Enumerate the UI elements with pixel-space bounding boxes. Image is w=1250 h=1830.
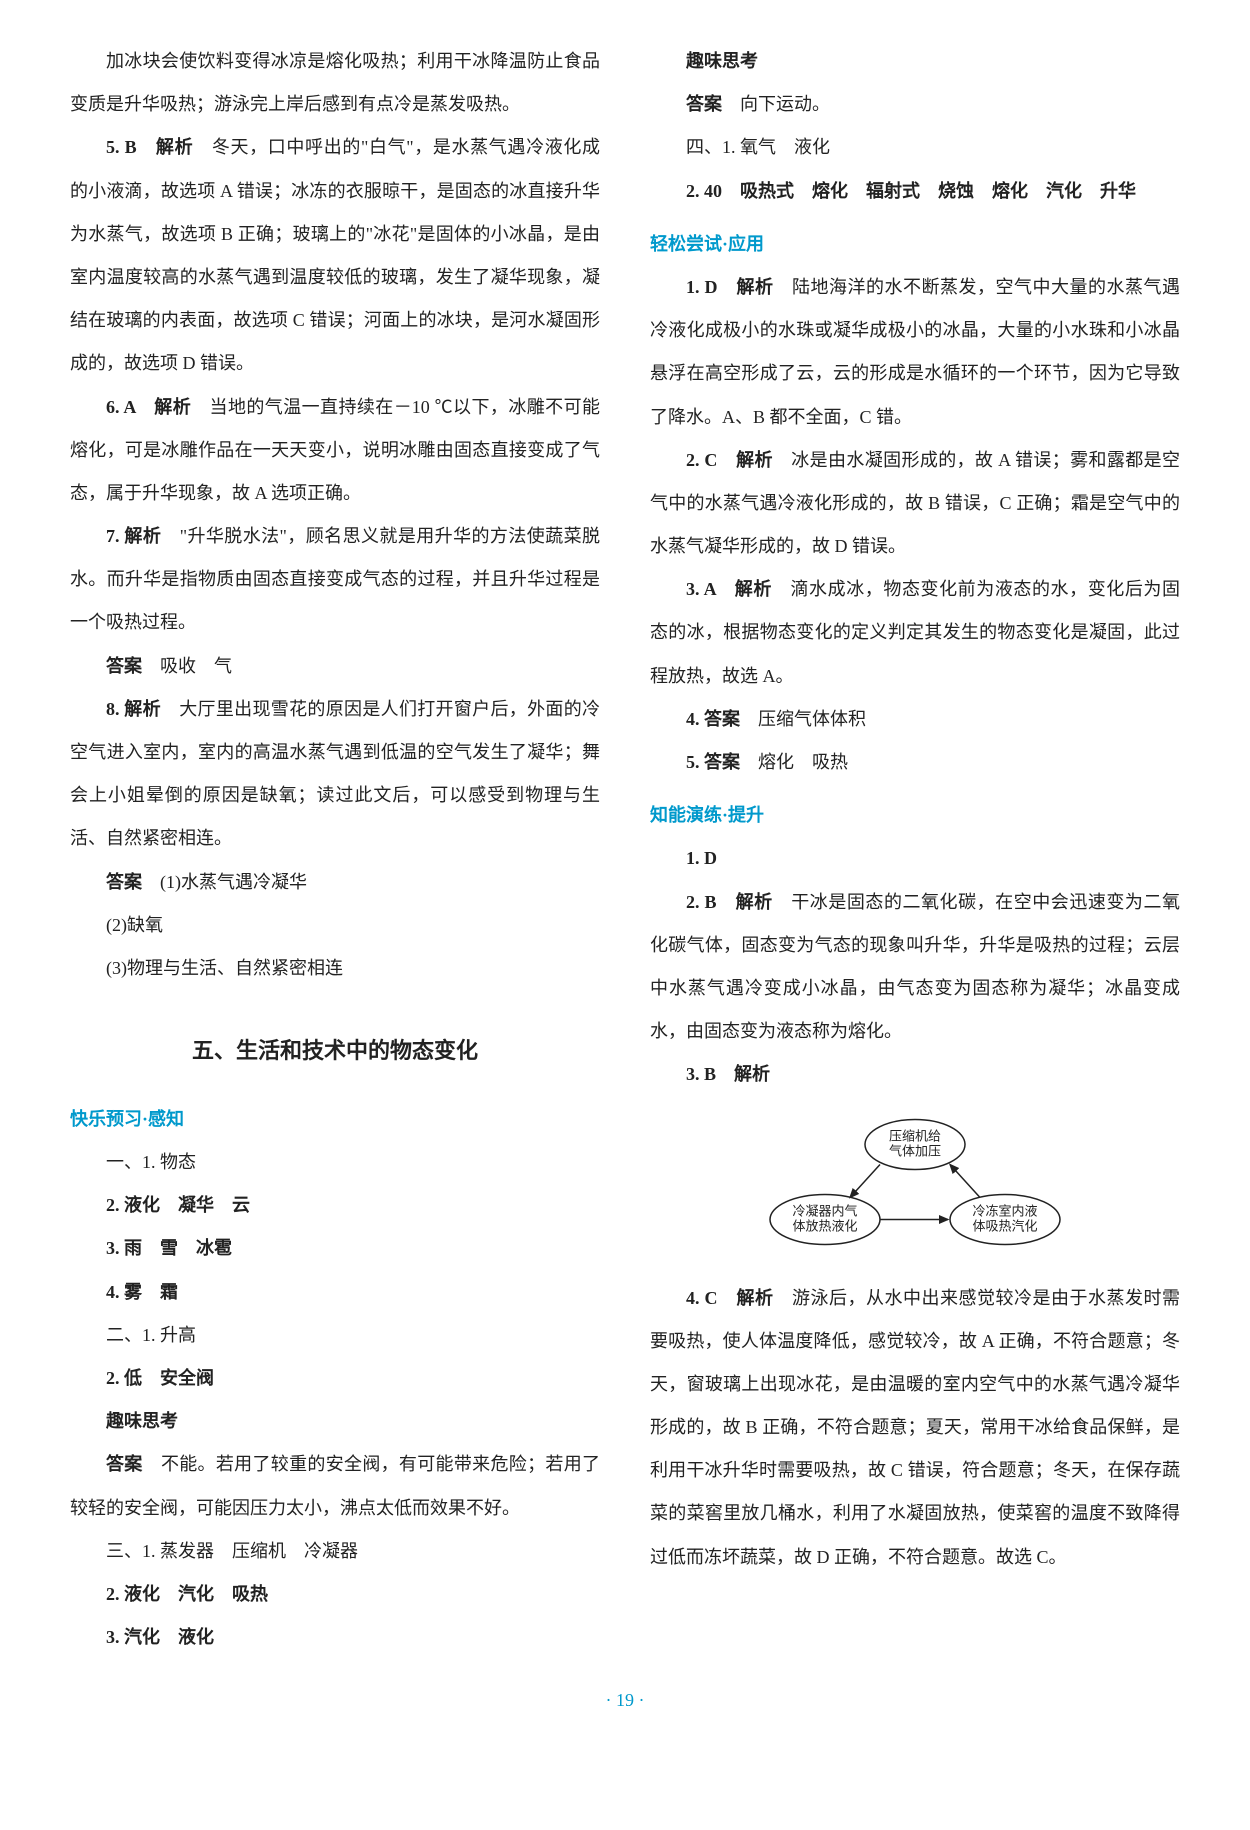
item-label: 6. A 解析 [106,397,191,417]
text: 压缩气体体积 [758,709,866,729]
paragraph: 4. 答案 压缩气体体积 [650,698,1180,741]
item-label: 2. B 解析 [686,892,773,912]
paragraph: 6. A 解析 当地的气温一直持续在－10 ℃以下，冰雕不可能熔化，可是冰雕作品… [70,386,600,516]
right-column: 趣味思考 答案 向下运动。 四、1. 氧气 液化 2. 40 吸热式 熔化 辐射… [650,40,1180,1659]
chapter-title: 五、生活和技术中的物态变化 [70,1025,600,1078]
section-heading: 知能演练·提升 [650,794,1180,837]
diagram-text: 体吸热汽化 [972,1218,1037,1233]
diagram-arrow [850,1164,880,1197]
text: 2. 液化 汽化 吸热 [106,1584,268,1604]
text: 游泳后，从水中出来感觉较冷是由于水蒸发时需要吸热，使人体温度降低，感觉较冷，故 … [650,1288,1180,1567]
diagram-text: 冷冻室内液 [972,1203,1037,1218]
text: 2. 低 安全阀 [106,1368,214,1388]
page-number: · 19 · [70,1679,1180,1722]
list-item: 一、1. 物态 [70,1141,600,1184]
item-label: 答案 [686,94,722,114]
text: 陆地海洋的水不断蒸发，空气中大量的水蒸气遇冷液化成极小的水珠或凝华成极小的冰晶，… [650,277,1180,427]
paragraph: 答案 (1)水蒸气遇冷凝华 [70,861,600,904]
paragraph: 2. B 解析 干冰是固态的二氧化碳，在空中会迅速变为二氧化碳气体，固态变为气态… [650,881,1180,1054]
diagram-arrow [950,1164,980,1197]
diagram-text: 体放热液化 [792,1218,857,1233]
diagram-text: 压缩机给 [889,1128,941,1143]
text: 冬天，口中呼出的"白气"，是水蒸气遇冷液化成的小液滴，故选项 A 错误；冰冻的衣… [70,137,600,373]
text: 干冰是固态的二氧化碳，在空中会迅速变为二氧化碳气体，固态变为气态的现象叫升华，升… [650,892,1180,1042]
paragraph: 答案 不能。若用了较重的安全阀，有可能带来危险；若用了较轻的安全阀，可能因压力太… [70,1443,600,1529]
text: 2. 40 吸热式 熔化 辐射式 烧蚀 熔化 汽化 升华 [686,181,1136,201]
list-item: 三、1. 蒸发器 压缩机 冷凝器 [70,1530,600,1573]
paragraph: 5. 答案 熔化 吸热 [650,741,1180,784]
paragraph: 加冰块会使饮料变得冰凉是熔化吸热；利用干冰降温防止食品变质是升华吸热；游泳完上岸… [70,40,600,126]
item-label: 5. B 解析 [106,137,193,157]
paragraph: 1. D [650,837,1180,880]
paragraph: 8. 解析 大厅里出现雪花的原因是人们打开窗户后，外面的冷空气进入室内，室内的高… [70,688,600,861]
item-label: 7. 解析 [106,526,161,546]
item-label: 答案 [106,1454,143,1474]
paragraph: 4. C 解析 游泳后，从水中出来感觉较冷是由于水蒸发时需要吸热，使人体温度降低… [650,1277,1180,1579]
list-item: 4. 雾 霜 [70,1271,600,1314]
diagram-svg: 压缩机给 气体加压 冷凝器内气 体放热液化 冷冻室内液 体吸热汽化 [755,1107,1075,1267]
list-item: 2. 液化 汽化 吸热 [70,1573,600,1616]
paragraph: 5. B 解析 冬天，口中呼出的"白气"，是水蒸气遇冷液化成的小液滴，故选项 A… [70,126,600,385]
cycle-diagram: 压缩机给 气体加压 冷凝器内气 体放热液化 冷冻室内液 体吸热汽化 [650,1107,1180,1267]
paragraph: 答案 向下运动。 [650,83,1180,126]
list-item: 2. 低 安全阀 [70,1357,600,1400]
list-item: 2. 液化 凝华 云 [70,1184,600,1227]
text: (1)水蒸气遇冷凝华 [160,872,307,892]
diagram-text: 冷凝器内气 [792,1203,857,1218]
text: 大厅里出现雪花的原因是人们打开窗户后，外面的冷空气进入室内，室内的高温水蒸气遇到… [70,699,600,849]
item-label: 3. A 解析 [686,579,772,599]
section-heading: 快乐预习·感知 [70,1098,600,1141]
sub-heading: 趣味思考 [650,40,1180,83]
text: 吸收 气 [160,656,232,676]
paragraph: 7. 解析 "升华脱水法"，顾名思义就是用升华的方法使蔬菜脱水。而升华是指物质由… [70,515,600,645]
text: 向下运动。 [740,94,830,114]
paragraph: (2)缺氧 [70,904,600,947]
item-label: 4. 答案 [686,709,740,729]
item-label: 2. C 解析 [686,450,773,470]
list-item: 2. 40 吸热式 熔化 辐射式 烧蚀 熔化 汽化 升华 [650,170,1180,213]
section-heading: 轻松尝试·应用 [650,223,1180,266]
text: 2. 液化 凝华 云 [106,1195,250,1215]
paragraph: 3. A 解析 滴水成冰，物态变化前为液态的水，变化后为固态的冰，根据物态变化的… [650,568,1180,698]
item-label: 答案 [106,656,142,676]
list-item: 四、1. 氧气 液化 [650,126,1180,169]
paragraph: 答案 吸收 气 [70,645,600,688]
left-column: 加冰块会使饮料变得冰凉是熔化吸热；利用干冰降温防止食品变质是升华吸热；游泳完上岸… [70,40,600,1659]
paragraph: (3)物理与生活、自然紧密相连 [70,947,600,990]
diagram-text: 气体加压 [889,1143,941,1158]
item-label: 8. 解析 [106,699,161,719]
text: 不能。若用了较重的安全阀，有可能带来危险；若用了较轻的安全阀，可能因压力太小，沸… [70,1454,600,1517]
paragraph: 2. C 解析 冰是由水凝固形成的，故 A 错误；雾和露都是空气中的水蒸气遇冷液… [650,439,1180,569]
item-label: 5. 答案 [686,752,740,772]
paragraph: 1. D 解析 陆地海洋的水不断蒸发，空气中大量的水蒸气遇冷液化成极小的水珠或凝… [650,266,1180,439]
list-item: 3. 雨 雪 冰雹 [70,1227,600,1270]
item-label: 4. C 解析 [686,1288,774,1308]
paragraph: 3. B 解析 [650,1053,1180,1096]
item-label: 3. B 解析 [686,1064,770,1084]
item-label: 答案 [106,872,142,892]
text: 熔化 吸热 [758,752,848,772]
two-column-layout: 加冰块会使饮料变得冰凉是熔化吸热；利用干冰降温防止食品变质是升华吸热；游泳完上岸… [70,40,1180,1659]
list-item: 3. 汽化 液化 [70,1616,600,1659]
text: 4. 雾 霜 [106,1282,178,1302]
item-label: 1. D 解析 [686,277,774,297]
list-item: 二、1. 升高 [70,1314,600,1357]
sub-heading: 趣味思考 [70,1400,600,1443]
text: 3. 雨 雪 冰雹 [106,1238,232,1258]
text: 3. 汽化 液化 [106,1627,214,1647]
